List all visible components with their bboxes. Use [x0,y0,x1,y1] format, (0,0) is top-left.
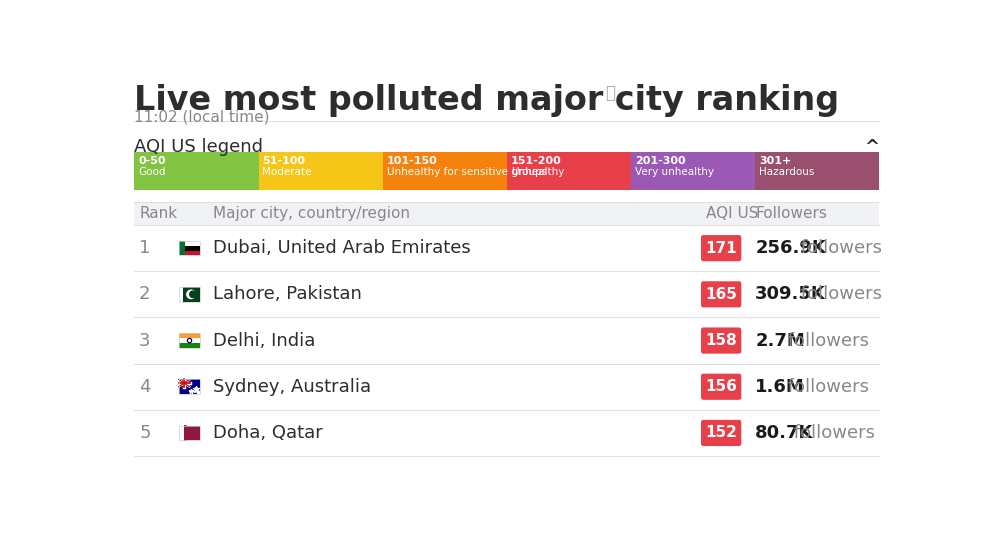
Text: followers: followers [781,378,868,396]
FancyBboxPatch shape [701,235,742,261]
Text: 101-150: 101-150 [387,156,437,166]
FancyBboxPatch shape [507,152,631,190]
Text: 171: 171 [705,241,737,256]
FancyBboxPatch shape [135,318,879,363]
Polygon shape [185,437,188,440]
FancyBboxPatch shape [185,246,201,250]
Text: 309.5K: 309.5K [756,286,826,304]
FancyBboxPatch shape [135,152,258,190]
FancyBboxPatch shape [179,426,185,440]
Text: Delhi, India: Delhi, India [213,332,315,349]
FancyBboxPatch shape [179,333,201,338]
Text: 158: 158 [705,333,737,348]
FancyBboxPatch shape [701,281,742,307]
Text: AQI US legend: AQI US legend [135,138,263,156]
Polygon shape [185,432,188,435]
Text: 0-50: 0-50 [138,156,166,166]
Text: Hazardous: Hazardous [759,166,814,176]
FancyBboxPatch shape [179,287,183,302]
FancyBboxPatch shape [756,152,879,190]
FancyBboxPatch shape [185,426,201,440]
Text: 1.6M: 1.6M [756,378,805,396]
Polygon shape [185,437,188,440]
Text: 11:02 (local time): 11:02 (local time) [135,110,270,124]
Text: ⓘ: ⓘ [605,84,615,102]
Text: Sydney, Australia: Sydney, Australia [213,378,371,396]
Text: 152: 152 [705,426,737,441]
FancyBboxPatch shape [183,287,201,302]
FancyBboxPatch shape [185,250,201,255]
Text: Good: Good [138,166,166,176]
Text: Dubai, United Arab Emirates: Dubai, United Arab Emirates [213,239,471,257]
Text: 301+: 301+ [759,156,791,166]
Text: 151-200: 151-200 [510,156,562,166]
Text: 165: 165 [705,287,737,302]
Text: 51-100: 51-100 [262,156,306,166]
Circle shape [187,290,195,298]
FancyBboxPatch shape [179,380,201,394]
FancyBboxPatch shape [135,410,879,456]
Text: AQI US: AQI US [706,206,759,221]
Text: 156: 156 [705,379,737,394]
Text: 2.7M: 2.7M [756,332,805,349]
Text: Moderate: Moderate [262,166,312,176]
Text: 256.9K: 256.9K [756,239,826,257]
Text: followers: followers [795,286,882,304]
Text: 201-300: 201-300 [635,156,685,166]
Text: Live most polluted major city ranking: Live most polluted major city ranking [135,84,840,117]
Polygon shape [185,428,188,432]
Text: Unhealthy: Unhealthy [510,166,564,176]
FancyBboxPatch shape [258,152,383,190]
Text: 4: 4 [139,378,150,396]
FancyBboxPatch shape [135,225,879,271]
Polygon shape [185,432,188,435]
FancyBboxPatch shape [383,152,507,190]
Text: followers: followers [795,239,882,257]
Text: 3: 3 [139,332,150,349]
FancyBboxPatch shape [185,241,201,246]
Circle shape [190,291,196,297]
Polygon shape [185,435,188,437]
Text: Rank: Rank [139,206,177,221]
Text: followers: followers [788,424,875,442]
Polygon shape [185,426,188,428]
Text: 80.7K: 80.7K [756,424,814,442]
FancyBboxPatch shape [701,328,742,354]
Text: Doha, Qatar: Doha, Qatar [213,424,322,442]
Text: 1: 1 [139,239,150,257]
Text: Very unhealthy: Very unhealthy [635,166,714,176]
FancyBboxPatch shape [135,363,879,410]
FancyBboxPatch shape [179,338,201,343]
Text: 5: 5 [139,424,150,442]
FancyBboxPatch shape [179,343,201,348]
Text: 2: 2 [139,286,150,304]
FancyBboxPatch shape [701,420,742,446]
Polygon shape [185,428,188,432]
FancyBboxPatch shape [701,374,742,400]
FancyBboxPatch shape [135,271,879,318]
Polygon shape [185,426,188,428]
Text: Major city, country/region: Major city, country/region [213,206,409,221]
Polygon shape [185,435,188,437]
Text: ^: ^ [864,138,879,156]
FancyBboxPatch shape [179,241,185,255]
Text: Lahore, Pakistan: Lahore, Pakistan [213,286,362,304]
FancyBboxPatch shape [631,152,756,190]
Text: Followers: Followers [756,206,827,221]
Text: Unhealthy for sensitive groups: Unhealthy for sensitive groups [387,166,547,176]
FancyBboxPatch shape [135,202,879,225]
Text: followers: followers [781,332,868,349]
